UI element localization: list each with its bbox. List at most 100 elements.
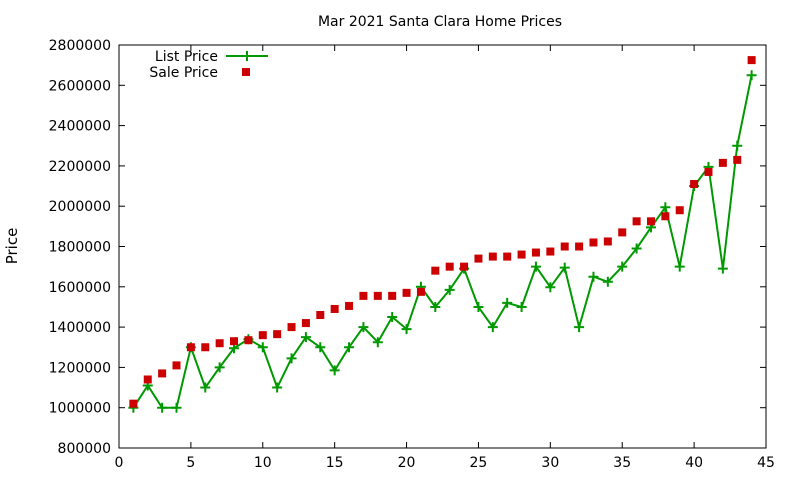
list-price-point — [617, 261, 628, 272]
list-price-point — [444, 284, 455, 295]
sale-price-point — [258, 331, 267, 340]
x-tick-label: 30 — [541, 455, 559, 471]
y-tick-label: 1800000 — [49, 240, 111, 256]
list-price-point — [530, 261, 541, 272]
sale-price-point — [359, 291, 368, 300]
list-price-point — [746, 70, 757, 81]
sale-price-point — [646, 217, 655, 226]
sale-price-point — [172, 361, 181, 370]
sale-price-point — [287, 323, 296, 332]
y-tick-label: 800000 — [58, 441, 111, 457]
y-tick-label: 2600000 — [49, 78, 111, 94]
y-tick-label: 1600000 — [49, 280, 111, 296]
x-tick-label: 0 — [115, 455, 124, 471]
list-price-point — [387, 312, 398, 323]
sale-price-point — [718, 158, 727, 167]
sale-price-point — [546, 247, 555, 256]
y-axis-ticks: 800000 1000000 1200000 1400000 1600000 180000… — [49, 38, 766, 457]
sale-price-point — [733, 155, 742, 164]
list-price-point — [372, 337, 383, 348]
sale-price-point — [402, 288, 411, 297]
legend-key-list-price — [226, 51, 268, 61]
sale-price-point — [603, 237, 612, 246]
x-tick-label: 10 — [254, 455, 272, 471]
sale-price-point — [143, 375, 152, 384]
list-price-point — [344, 342, 355, 353]
list-price-point — [487, 322, 498, 333]
sale-price-point — [301, 319, 310, 328]
sale-price-point — [186, 343, 195, 352]
list-price-point — [200, 382, 211, 393]
y-tick-label: 2200000 — [49, 159, 111, 175]
sale-price-point — [316, 311, 325, 320]
chart-title: Mar 2021 Santa Clara Home Prices — [318, 14, 562, 30]
sale-price-point — [201, 343, 210, 352]
legend-label-list-price: List Price — [155, 49, 218, 65]
list-price-series — [128, 70, 757, 413]
sale-price-point — [273, 330, 282, 339]
sale-price-point — [445, 262, 454, 271]
sale-price-point — [158, 369, 167, 378]
list-price-point — [516, 301, 527, 312]
sale-price-point — [388, 291, 397, 300]
x-tick-label: 40 — [685, 455, 703, 471]
list-price-point — [358, 322, 369, 333]
legend-label-sale-price: Sale Price — [149, 65, 218, 81]
sale-price-point — [632, 217, 641, 226]
list-price-point — [272, 382, 283, 393]
list-price-point — [214, 362, 225, 373]
sale-price-point — [747, 56, 756, 65]
list-price-point — [545, 282, 556, 293]
x-tick-label: 20 — [398, 455, 416, 471]
y-axis-label: Price — [3, 228, 21, 265]
sale-price-point — [474, 254, 483, 263]
x-tick-label: 35 — [613, 455, 631, 471]
list-price-point — [588, 271, 599, 282]
list-price-point — [430, 301, 441, 312]
list-price-line — [132, 75, 753, 409]
sale-price-point — [675, 206, 684, 215]
sale-price-point — [129, 399, 138, 408]
sale-price-point — [215, 339, 224, 348]
y-tick-label: 1000000 — [49, 401, 111, 417]
sale-price-point — [431, 266, 440, 275]
sale-price-point — [503, 252, 512, 261]
list-price-point — [171, 402, 182, 413]
list-price-point — [660, 202, 671, 213]
list-price-point — [717, 263, 728, 274]
list-price-point — [286, 353, 297, 364]
sale-price-point — [690, 180, 699, 189]
y-tick-label: 2000000 — [49, 199, 111, 215]
list-price-point — [257, 342, 268, 353]
sale-price-point — [460, 262, 469, 271]
list-price-point — [401, 324, 412, 335]
y-tick-label: 1400000 — [49, 320, 111, 336]
sale-price-point — [704, 167, 713, 176]
list-price-point — [631, 243, 642, 254]
list-price-point — [473, 301, 484, 312]
sale-price-point — [560, 242, 569, 251]
plot-frame — [118, 44, 767, 449]
sale-price-point — [531, 248, 540, 257]
legend: List Price Sale Price — [149, 49, 268, 81]
x-tick-label: 15 — [326, 455, 344, 471]
sale-price-point — [230, 337, 239, 346]
sale-price-point — [517, 250, 526, 259]
list-price-point — [574, 322, 585, 333]
y-tick-label: 2400000 — [49, 119, 111, 135]
list-price-point — [559, 262, 570, 273]
list-price-point — [300, 332, 311, 343]
x-tick-label: 45 — [757, 455, 775, 471]
x-axis-ticks: 0 5 10 15 20 25 30 35 40 45 — [115, 45, 775, 471]
list-price-point — [732, 140, 743, 151]
sale-price-point — [589, 238, 598, 247]
sale-price-point — [330, 304, 339, 313]
sale-price-point — [661, 212, 670, 221]
sale-price-point — [416, 287, 425, 296]
x-tick-label: 25 — [470, 455, 488, 471]
x-tick-label: 5 — [186, 455, 195, 471]
y-tick-label: 1200000 — [49, 360, 111, 376]
list-price-point — [157, 402, 168, 413]
sale-price-series — [129, 56, 756, 408]
